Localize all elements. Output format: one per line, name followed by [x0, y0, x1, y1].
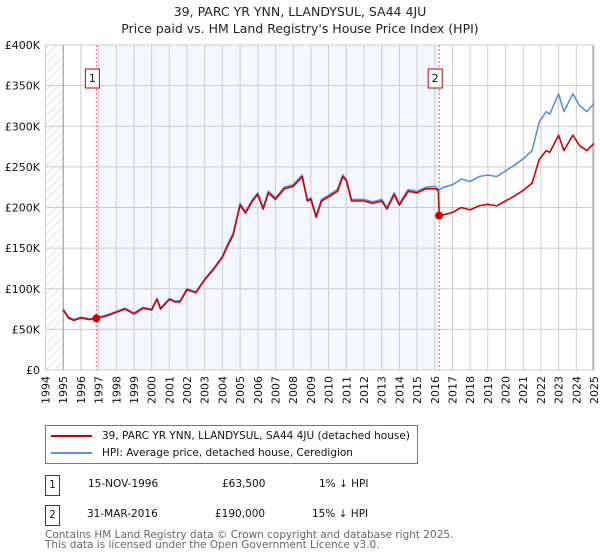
x-tick-label: 2021 [517, 376, 530, 404]
chart-title: 39, PARC YR YNN, LLANDYSUL, SA44 4JU [173, 4, 427, 19]
y-tick-label: £200K [5, 202, 41, 215]
sale-point [92, 314, 101, 323]
x-tick-label: 2002 [181, 376, 194, 404]
plot-frame [45, 44, 595, 371]
x-tick-label: 2005 [234, 376, 247, 404]
sale-row: 1 15-NOV-1996 £63,500 1% ↓ HPI [45, 475, 445, 496]
legend-swatch-blue [51, 452, 92, 454]
sale-hpi-diff: 1% ↓ HPI [319, 478, 369, 490]
sale-hpi-diff: 15% ↓ HPI [312, 508, 369, 520]
x-tick-label: 2012 [358, 376, 371, 404]
y-tick-label: £0 [26, 364, 40, 377]
x-tick-label: 2023 [553, 376, 566, 404]
x-tick-label: 2009 [305, 376, 318, 404]
sale-marker-box: 1 [45, 475, 60, 496]
x-tick-label: 2001 [163, 376, 176, 404]
x-tick-label: 2018 [464, 376, 477, 404]
x-tick-label: 2025 [588, 376, 600, 404]
chart-subtitle: Price paid vs. HM Land Registry's House … [121, 21, 479, 36]
y-tick-label: £50K [12, 323, 41, 336]
x-tick-label: 2011 [340, 376, 353, 404]
legend: 39, PARC YR YNN, LLANDYSUL, SA44 4JU (de… [45, 425, 418, 464]
x-tick-label: 2014 [393, 376, 406, 404]
price-chart: 1994 1995 1996 1997 1998 1999 2000 2001 2002 2003… [5, 39, 600, 404]
sale-price: £190,000 [215, 508, 266, 520]
y-tick-label: £100K [5, 283, 41, 296]
sale-marker-box: 2 [45, 505, 60, 526]
x-tick-label: 2010 [323, 376, 336, 404]
legend-label: HPI: Average price, detached house, Cere… [102, 447, 353, 459]
sale-date: 31-MAR-2016 [87, 508, 158, 520]
x-tick-label: 1999 [128, 376, 141, 404]
x-tick-label: 2008 [287, 376, 300, 404]
x-tick-label: 1995 [57, 376, 70, 404]
x-tick-label: 2007 [270, 376, 283, 404]
property-price-line [62, 134, 595, 322]
x-tick-label: 2003 [199, 376, 212, 404]
y-tick-label: £350K [5, 80, 41, 93]
y-tick-label: £250K [5, 161, 41, 174]
x-tick-label: 2024 [570, 376, 583, 404]
sale-label-box [427, 68, 443, 89]
sale-label: 1 [89, 72, 96, 85]
y-tick-label: £150K [5, 242, 41, 255]
x-tick-label: 1997 [93, 376, 106, 404]
footer-copyright: Contains HM Land Registry data © Crown c… [45, 529, 454, 541]
legend-item-hpi: HPI: Average price, detached house, Cere… [51, 447, 353, 459]
x-tick-label: 1994 [40, 376, 53, 404]
x-tick-label: 2016 [429, 376, 442, 404]
x-tick-label: 2017 [446, 376, 459, 404]
sale-date: 15-NOV-1996 [88, 478, 159, 490]
x-tick-label: 2015 [411, 376, 424, 404]
legend-label: 39, PARC YR YNN, LLANDYSUL, SA44 4JU (de… [102, 430, 410, 442]
x-tick-label: 2000 [146, 376, 159, 404]
footer-licence: This data is licensed under the Open Gov… [45, 539, 380, 551]
x-tick-label: 1998 [110, 376, 123, 404]
legend-swatch-red [51, 435, 92, 437]
x-tick-label: 2022 [535, 376, 548, 404]
x-tick-label: 2004 [216, 376, 229, 404]
sale-point [435, 211, 444, 220]
sale-label-box [84, 68, 100, 89]
x-tick-label: 1996 [75, 376, 88, 404]
x-tick-label: 2013 [376, 376, 389, 404]
x-tick-label: 2019 [482, 376, 495, 404]
footer: Contains HM Land Registry data © Crown c… [45, 529, 454, 551]
legend-item-property: 39, PARC YR YNN, LLANDYSUL, SA44 4JU (de… [51, 430, 410, 442]
sale-row: 2 31-MAR-2016 £190,000 15% ↓ HPI [45, 505, 445, 526]
x-tick-label: 2006 [252, 376, 265, 404]
y-tick-label: £400K [5, 39, 41, 52]
x-tick-label: 2020 [500, 376, 513, 404]
y-tick-label: £300K [5, 120, 41, 133]
sale-price: £63,500 [222, 478, 266, 490]
sale-label: 2 [432, 72, 439, 85]
